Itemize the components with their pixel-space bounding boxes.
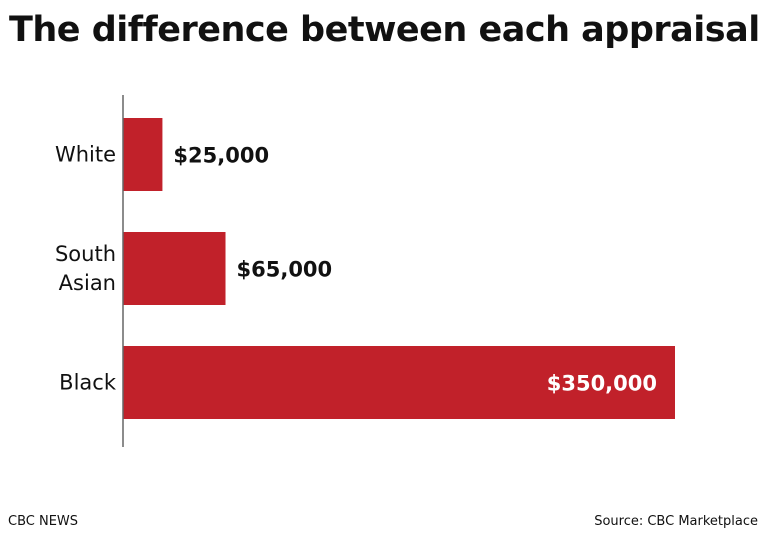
category-label: South Asian [55, 242, 116, 295]
category-label: White [55, 143, 116, 167]
value-label: $65,000 [237, 258, 333, 282]
category-label: Black [59, 371, 117, 395]
bar-0 [123, 118, 163, 191]
chart-title: The difference between each appraisal [9, 10, 760, 50]
value-label: $350,000 [547, 372, 657, 396]
footer-brand: CBC NEWS [8, 514, 79, 529]
bar-1 [123, 232, 226, 305]
footer-source: Source: CBC Marketplace [594, 514, 758, 529]
bar-chart: White $25,000 South Asian $65,000 Black $350,0… [55, 95, 675, 447]
value-label: $25,000 [173, 144, 269, 168]
bar-2 [123, 346, 675, 419]
